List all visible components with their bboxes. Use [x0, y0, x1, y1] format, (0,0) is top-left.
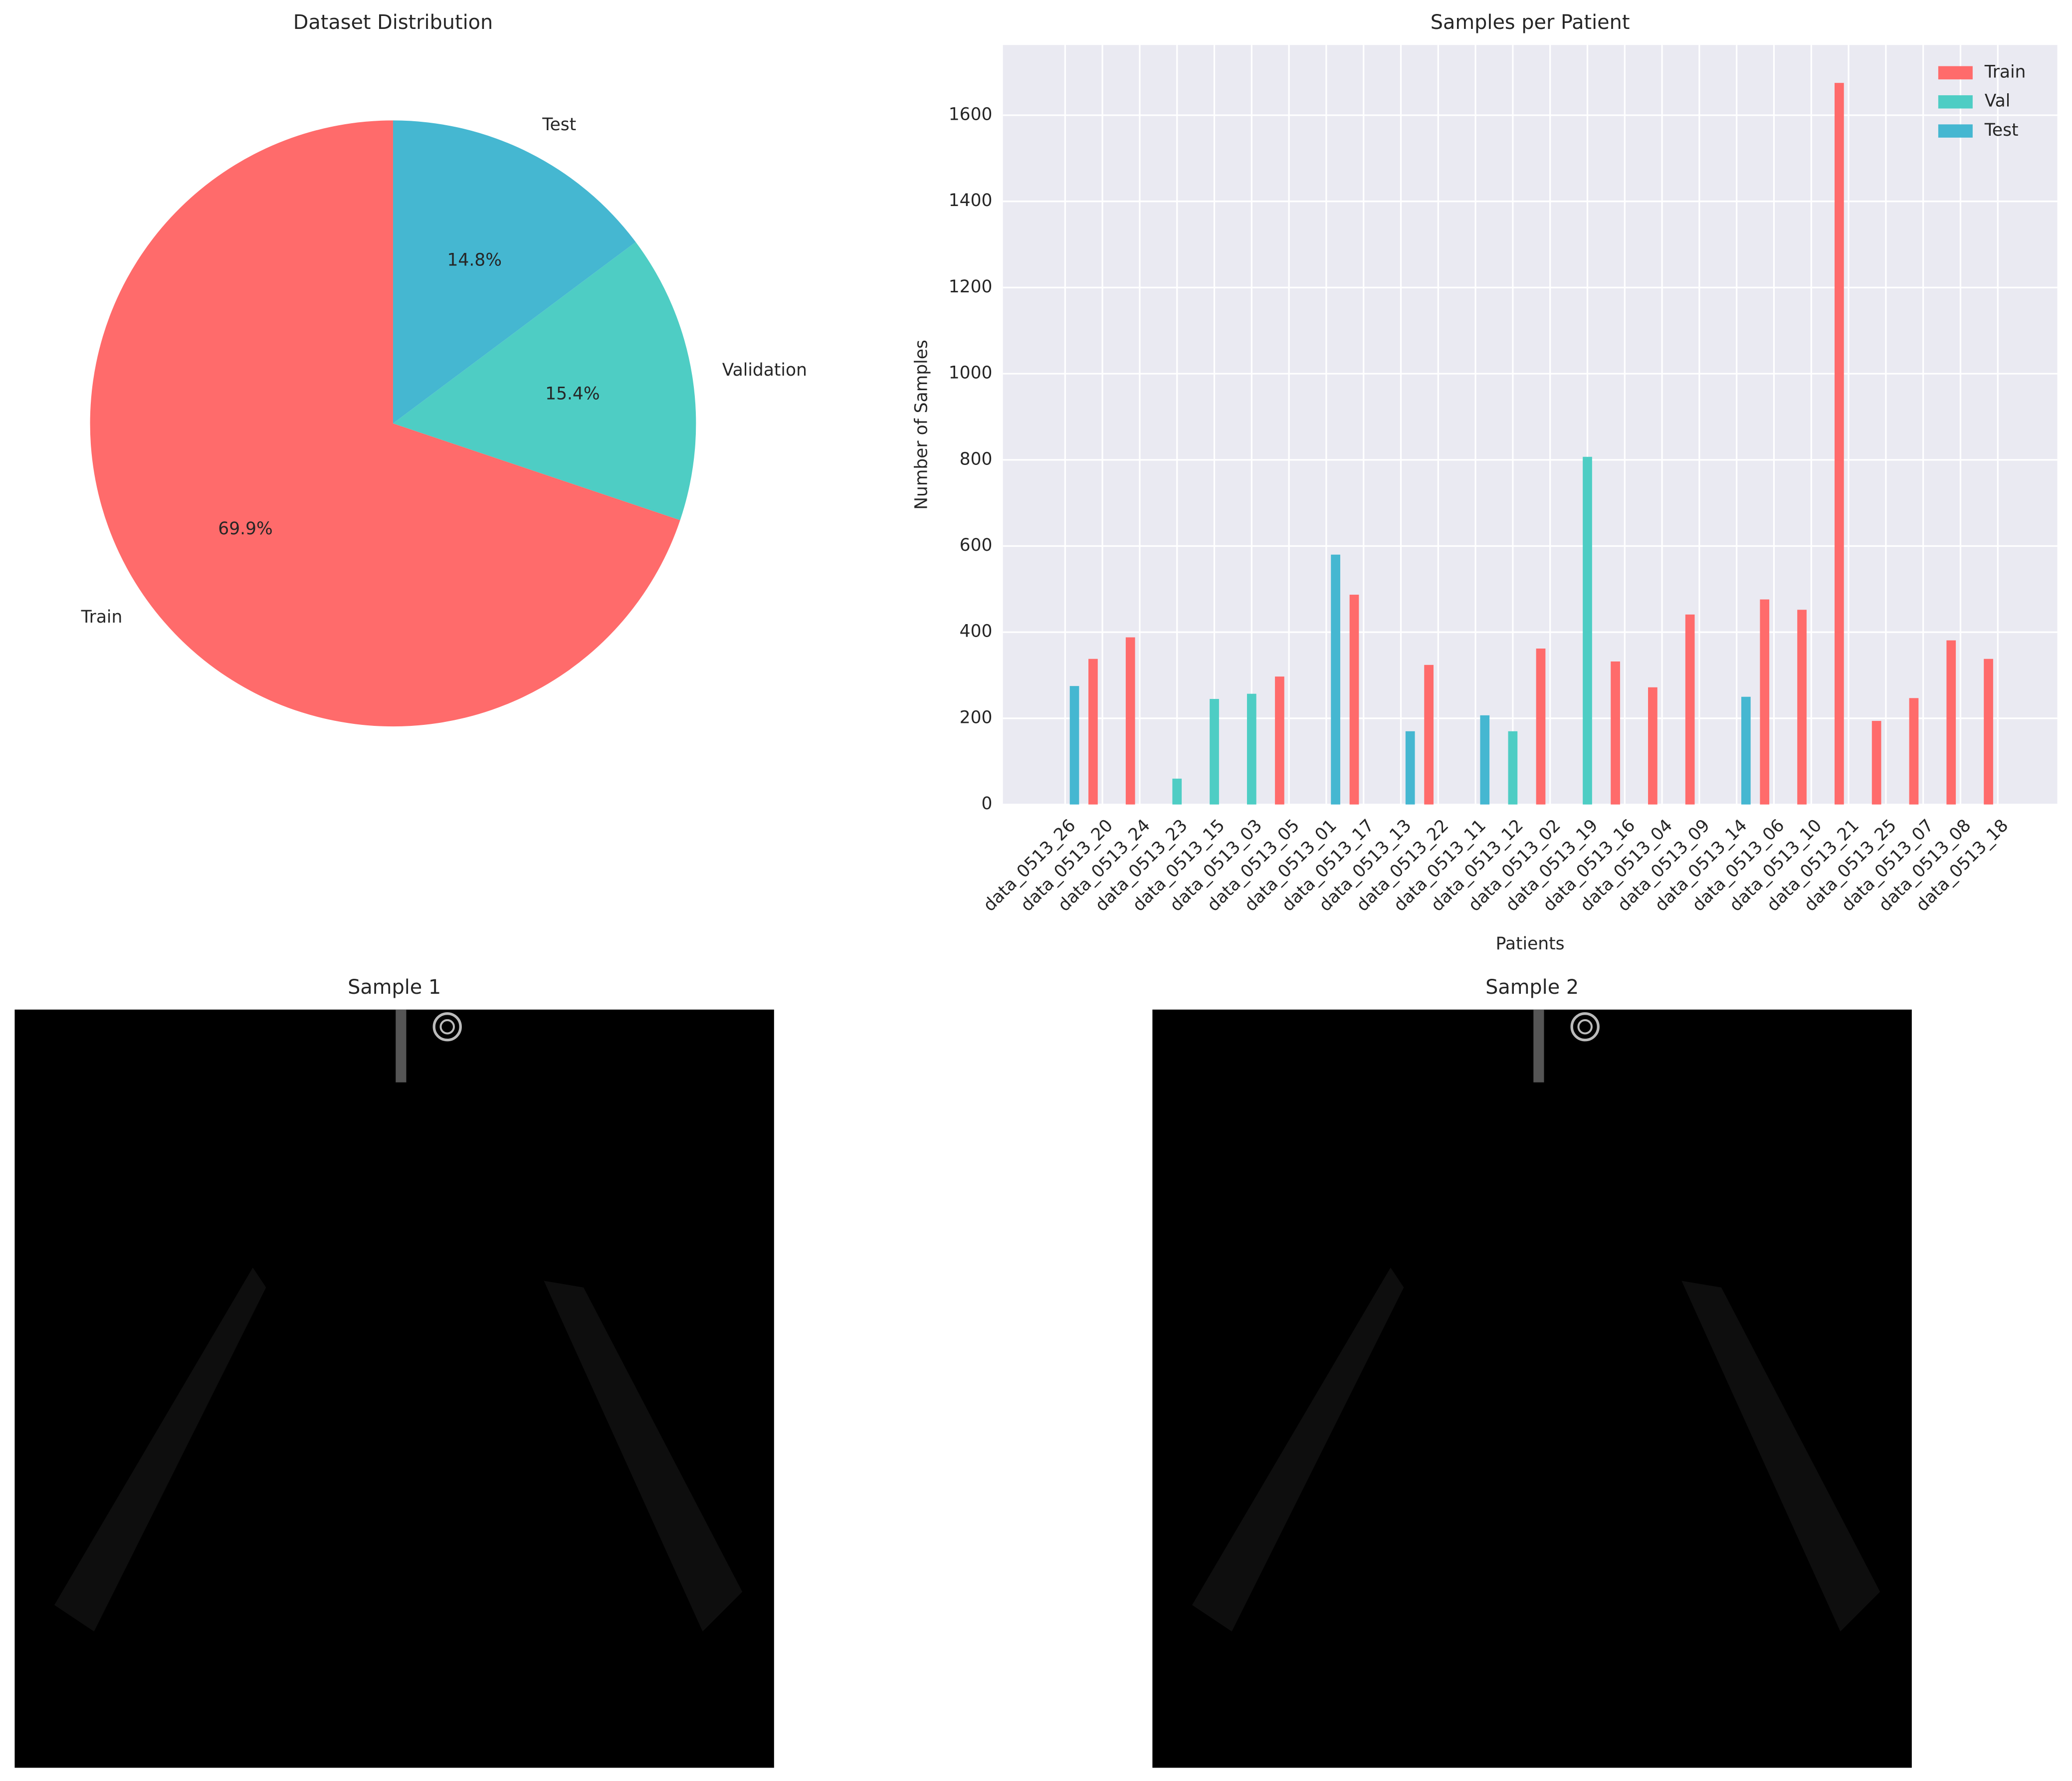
slice-label: Train	[81, 607, 123, 627]
probe-icon	[1570, 1012, 1600, 1042]
slice-value-label: 69.9%	[218, 519, 273, 539]
bar	[1331, 554, 1340, 805]
bar	[1871, 721, 1881, 805]
slice-label: Validation	[722, 360, 807, 380]
bar	[1909, 698, 1919, 805]
pie-slice	[393, 120, 636, 424]
bar	[1946, 640, 1956, 805]
slice-value-label: 15.4%	[545, 384, 600, 404]
bar	[1349, 595, 1359, 805]
bar	[1536, 648, 1546, 805]
y-tick-label: 1600	[949, 104, 993, 124]
probe-icon	[432, 1012, 462, 1042]
legend-swatch	[1938, 95, 1973, 109]
speckle-right	[544, 1281, 743, 1632]
probe-mark	[1533, 1009, 1544, 1083]
bar	[1405, 731, 1415, 805]
bar	[1275, 676, 1284, 805]
bar	[1069, 686, 1079, 805]
probe-icon	[1577, 1019, 1593, 1035]
bar	[1611, 661, 1620, 805]
x-axis-label: Patients	[1496, 934, 1565, 954]
bar	[1648, 687, 1658, 805]
bar	[1172, 778, 1182, 805]
bar	[1984, 659, 1993, 805]
bar	[1424, 665, 1434, 805]
y-tick-label: 600	[960, 535, 993, 555]
ultrasound-image	[14, 1009, 774, 1768]
bar	[1480, 715, 1490, 805]
bar	[1210, 699, 1219, 805]
bar	[1088, 659, 1098, 805]
bar	[1834, 83, 1844, 805]
pie-slice	[393, 242, 696, 520]
legend-swatch	[1938, 66, 1973, 80]
y-axis-label: Number of Samples	[911, 340, 931, 510]
legend-label: Train	[1984, 62, 2026, 82]
probe-icon	[439, 1019, 455, 1035]
image-title: Sample 2	[1485, 976, 1579, 999]
bar	[1508, 731, 1518, 805]
legend-swatch	[1938, 124, 1973, 138]
y-tick-label: 1400	[949, 191, 993, 211]
speckle-left	[1192, 1267, 1404, 1632]
plot-area	[1003, 45, 2058, 805]
bar	[1685, 614, 1695, 805]
chart-title: Dataset Distribution	[293, 11, 493, 34]
bar	[1797, 610, 1807, 805]
image-texture	[1192, 1267, 1880, 1632]
image-title: Sample 1	[348, 976, 441, 999]
bar	[1741, 696, 1751, 805]
y-tick-label: 1200	[949, 277, 993, 297]
y-tick-label: 400	[960, 622, 993, 642]
probe-mark	[396, 1009, 407, 1083]
bar	[1583, 456, 1592, 805]
speckle-left	[54, 1267, 266, 1632]
y-tick-label: 1000	[949, 363, 993, 383]
slice-value-label: 14.8%	[447, 250, 502, 270]
ultrasound-image	[1152, 1009, 1912, 1768]
bar	[1125, 637, 1135, 805]
speckle-right	[1681, 1281, 1880, 1632]
y-tick-label: 800	[960, 449, 993, 469]
chart-title: Samples per Patient	[1431, 11, 1630, 34]
y-tick-label: 0	[982, 794, 993, 814]
legend-label: Test	[1984, 120, 2019, 140]
bar	[1760, 599, 1770, 805]
image-texture	[54, 1267, 743, 1632]
bar	[1246, 693, 1256, 805]
slice-label: Test	[542, 115, 576, 135]
legend-label: Val	[1985, 91, 2011, 111]
pie-slice	[90, 120, 680, 727]
y-tick-label: 200	[960, 707, 993, 727]
